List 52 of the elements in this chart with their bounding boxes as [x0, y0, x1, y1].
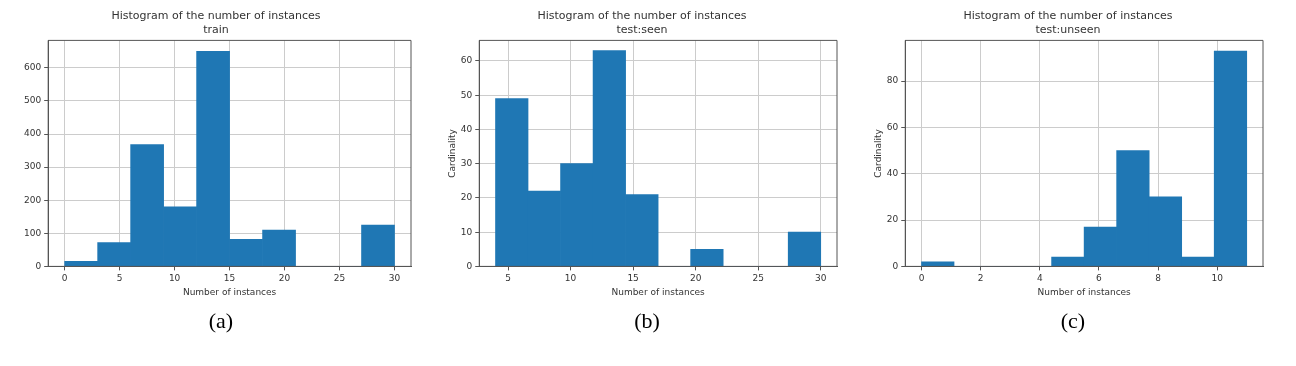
y-tick-label: 0	[466, 260, 473, 271]
x-tick-label: 5	[505, 273, 511, 284]
x-tick-label: 2	[977, 273, 984, 284]
x-tick-label: 10	[564, 273, 577, 284]
chart-title: Histogram of the number of instances	[111, 9, 321, 23]
y-tick-label: 200	[23, 194, 42, 205]
y-tick-label: 40	[886, 168, 899, 179]
chart-subtitle: train	[203, 22, 229, 36]
y-tick-label: 60	[886, 121, 899, 132]
y-axis-title: Cardinality	[872, 128, 883, 178]
x-axis-title: Number of instances	[182, 286, 277, 297]
y-tick-label: 10	[460, 226, 473, 237]
y-tick-label: 0	[892, 260, 899, 271]
x-tick-label: 20	[278, 273, 291, 284]
x-tick-label: 25	[333, 273, 346, 284]
text: (a)	[208, 308, 234, 334]
y-tick-label: 500	[23, 95, 42, 106]
x-tick-label: 15	[223, 273, 236, 284]
x-tick-label: 5	[116, 273, 123, 284]
x-tick-label: 30	[815, 273, 827, 284]
x-tick-label: 0	[61, 273, 68, 284]
y-tick-label: 600	[23, 62, 42, 73]
chart-subtitle: test:unseen	[1035, 22, 1101, 36]
y-tick-label: 40	[460, 123, 473, 134]
x-tick-label: 30	[388, 273, 401, 284]
x-axis-title: Number of instances	[611, 286, 706, 297]
y-tick-label: 100	[23, 227, 42, 238]
x-tick-label: 10	[168, 273, 181, 284]
chart-title: Histogram of the number of instances	[537, 9, 747, 23]
x-tick-label: 8	[1155, 273, 1162, 284]
chart-subtitle: test:seen	[616, 22, 668, 36]
text: (b)	[634, 308, 660, 334]
y-tick-label: 60	[460, 55, 473, 66]
x-tick-label: 20	[689, 273, 702, 284]
x-tick-label: 4	[1036, 273, 1043, 284]
y-tick-label: 30	[460, 158, 473, 169]
y-tick-label: 300	[23, 161, 42, 172]
x-tick-label: 25	[752, 273, 764, 284]
y-tick-label: 400	[23, 128, 42, 139]
text: (c)	[1060, 308, 1086, 334]
x-axis-title: Number of instances	[1037, 286, 1132, 297]
y-tick-label: 50	[460, 89, 473, 100]
y-axis-title: Cardinality	[446, 128, 457, 178]
y-tick-label: 80	[886, 75, 899, 86]
x-tick-label: 6	[1096, 273, 1103, 284]
x-tick-label: 15	[627, 273, 639, 284]
y-tick-label: 20	[886, 214, 899, 225]
x-tick-label: 10	[1211, 273, 1224, 284]
y-tick-label: 0	[35, 260, 42, 271]
y-tick-label: 20	[460, 192, 473, 203]
x-tick-label: 0	[918, 273, 925, 284]
chart-title: Histogram of the number of instances	[963, 9, 1173, 23]
